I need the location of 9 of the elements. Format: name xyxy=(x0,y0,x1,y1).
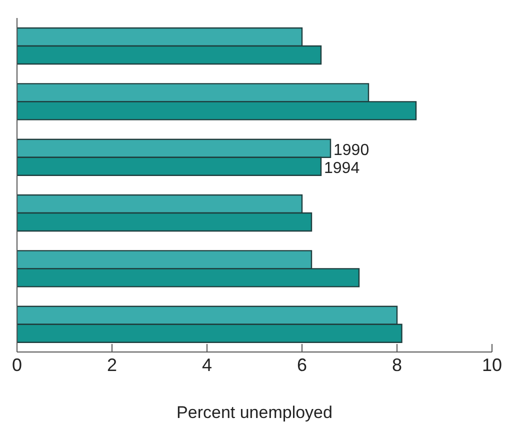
x-tick-label: 6 xyxy=(296,354,308,375)
series-label: 1994 xyxy=(324,160,360,177)
x-tick-label: 10 xyxy=(482,354,502,375)
x-tick-label: 2 xyxy=(106,354,118,375)
x-tick-label: 8 xyxy=(392,354,402,375)
x-axis-title: Percent unemployed xyxy=(176,403,332,422)
x-tick-label: 0 xyxy=(12,354,22,375)
series-label: 1990 xyxy=(334,142,370,159)
x-tick-label: 4 xyxy=(202,354,212,375)
